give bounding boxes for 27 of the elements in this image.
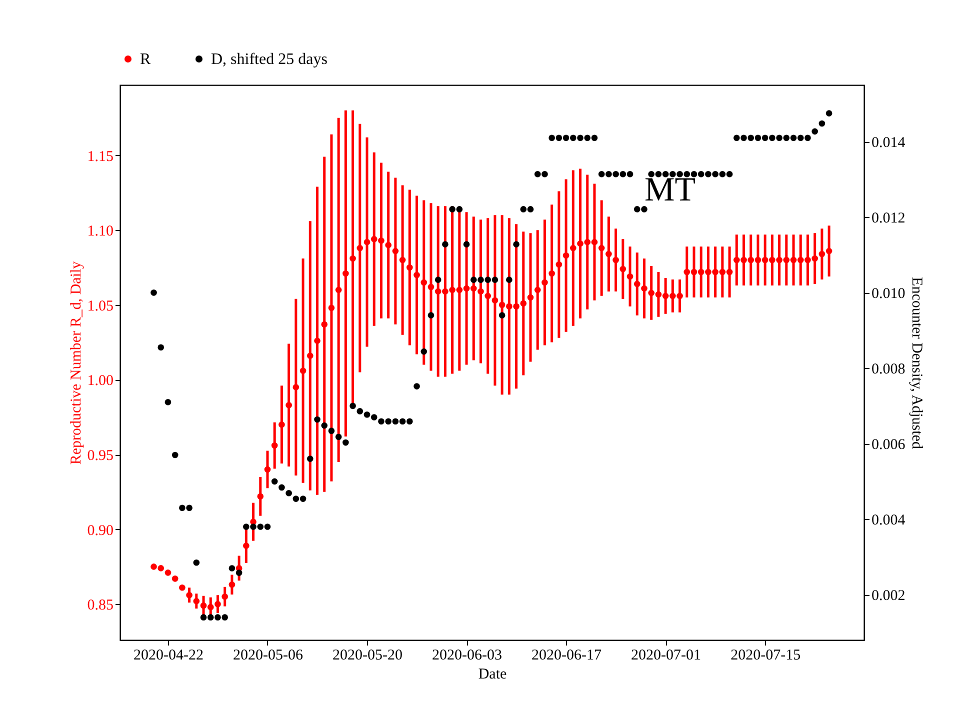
y-axis-title: Reproductive Number R_d, Daily — [68, 260, 84, 465]
y2-tick-label: 0.008 — [872, 362, 906, 378]
x-tick-label: 2020-05-20 — [332, 648, 403, 664]
y2-tick-label: 0.002 — [872, 588, 906, 604]
y-tick-label: 1.15 — [87, 148, 114, 165]
y2-tick-label: 0.006 — [872, 437, 906, 454]
x-tick-label: 2020-06-03 — [432, 648, 502, 664]
x-tick-label: 2020-07-15 — [730, 648, 801, 664]
y-tick-label: 0.90 — [87, 522, 114, 539]
y-tick-label: 1.10 — [87, 224, 114, 240]
y2-tick-label: 0.012 — [872, 210, 906, 227]
annotation: MT — [644, 171, 696, 208]
x-tick-label: 2020-06-17 — [532, 648, 602, 664]
y-tick-label: 0.85 — [87, 598, 114, 614]
y2-tick-label: 0.004 — [872, 512, 906, 529]
y2-tick-label: 0.014 — [872, 135, 906, 152]
x-tick-label: 2020-07-01 — [631, 648, 702, 664]
y2-axis-title: Encounter Density, Adjusted — [908, 277, 924, 450]
legend-label: D, shifted 25 days — [211, 51, 328, 68]
x-tick-label: 2020-04-22 — [133, 648, 204, 664]
y-tick-label: 1.00 — [87, 373, 114, 390]
legend-label: R — [140, 51, 151, 68]
y-tick-label: 0.95 — [87, 448, 114, 464]
x-axis-title: Date — [478, 666, 507, 682]
y2-tick-label: 0.010 — [872, 286, 906, 302]
y-tick-label: 1.05 — [87, 298, 114, 314]
x-tick-label: 2020-05-06 — [232, 648, 304, 664]
